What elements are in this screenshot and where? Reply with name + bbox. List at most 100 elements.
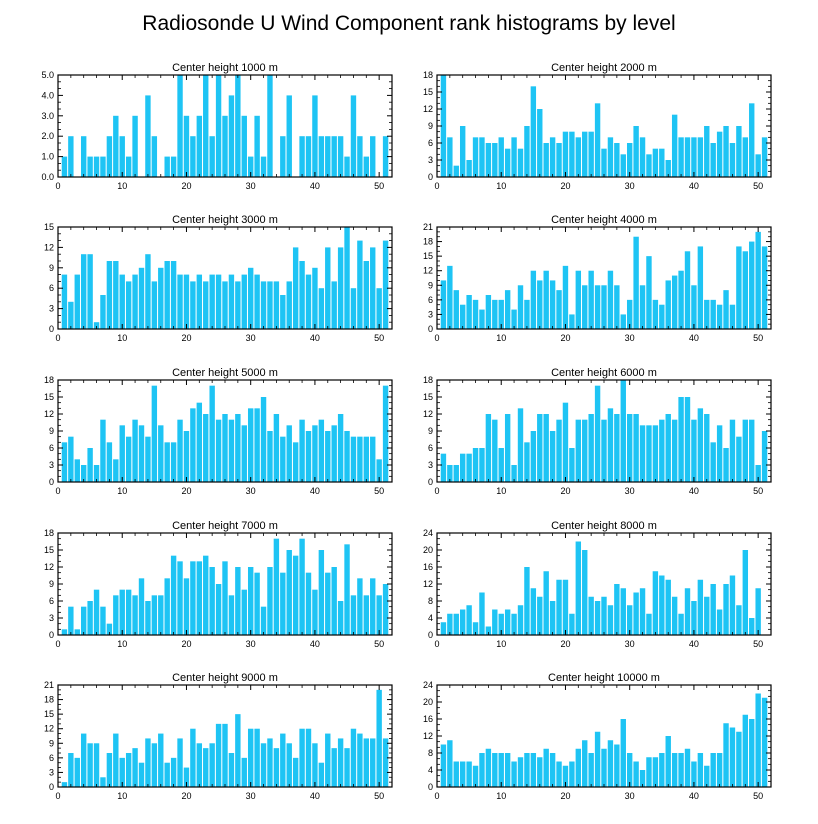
bar: [203, 748, 209, 787]
y-tick-label: 12: [423, 104, 433, 114]
bar: [125, 156, 132, 177]
bar: [357, 240, 363, 329]
y-tick-label: 9: [49, 426, 54, 436]
x-tick-label: 20: [560, 181, 570, 191]
bar: [549, 280, 556, 329]
bar: [363, 738, 370, 787]
y-tick-label: 15: [423, 87, 433, 97]
bar: [524, 753, 530, 787]
bar: [260, 397, 267, 482]
bar: [588, 270, 594, 329]
x-tick-label: 40: [310, 486, 320, 496]
x-tick-label: 40: [310, 333, 320, 343]
bar: [350, 436, 357, 482]
bar: [106, 261, 113, 329]
bar: [601, 596, 607, 635]
bar: [363, 595, 370, 635]
bar: [498, 137, 504, 177]
bar: [755, 154, 761, 177]
y-tick-label: 0.0: [41, 172, 54, 182]
bar: [286, 425, 292, 482]
y-tick-label: 3.0: [41, 111, 54, 121]
y-tick-label: 18: [423, 237, 433, 247]
bar: [318, 136, 325, 177]
bar: [761, 246, 768, 329]
bar: [517, 757, 524, 787]
bar: [569, 761, 575, 787]
bar: [736, 246, 742, 329]
bar: [479, 137, 485, 177]
bar: [299, 136, 305, 177]
bar: [280, 733, 286, 787]
bar: [209, 274, 215, 329]
bar: [100, 295, 106, 329]
y-tick-label: 9: [49, 579, 54, 589]
y-tick-label: 3: [49, 613, 54, 623]
bar: [132, 595, 138, 635]
histogram-panel: Center height 1000 m 0.0 1.0 2.0 3.0 4.0 5.0 0 1…: [41, 62, 393, 191]
bar: [74, 459, 80, 482]
bar: [254, 274, 260, 329]
y-tick-label: 8: [428, 596, 433, 606]
bar: [697, 579, 704, 635]
bar: [235, 414, 241, 482]
bar: [652, 571, 659, 635]
bar: [158, 267, 164, 329]
bar: [472, 622, 479, 635]
bar: [517, 408, 524, 482]
bar: [723, 448, 729, 482]
bar: [164, 261, 170, 329]
bar: [671, 596, 678, 635]
bar: [665, 736, 671, 787]
y-tick-label: 4.0: [41, 90, 54, 100]
x-tick-label: 10: [117, 791, 127, 801]
y-tick-label: 9: [428, 121, 433, 131]
bar: [614, 744, 620, 787]
bar: [492, 419, 498, 482]
bar: [132, 419, 138, 482]
bar: [260, 156, 267, 177]
bar: [382, 240, 389, 329]
bar: [447, 613, 453, 635]
bar: [601, 748, 607, 787]
y-tick-label: 16: [423, 714, 433, 724]
bar: [749, 103, 755, 177]
bar: [607, 605, 614, 635]
x-tick-label: 50: [753, 486, 763, 496]
bar: [761, 137, 768, 177]
bar: [87, 743, 93, 787]
y-tick-label: 9: [49, 263, 54, 273]
bar: [504, 290, 511, 329]
bar: [113, 261, 119, 329]
y-tick-label: 12: [423, 731, 433, 741]
bar: [100, 156, 106, 177]
x-tick-label: 50: [753, 333, 763, 343]
bar: [344, 156, 350, 177]
bar: [254, 115, 260, 177]
bar: [286, 550, 292, 635]
bar: [145, 738, 151, 787]
bar: [697, 408, 704, 482]
y-tick-label: 0: [49, 477, 54, 487]
bar: [68, 606, 74, 635]
bar: [453, 613, 459, 635]
bar: [228, 95, 235, 177]
bar: [93, 743, 100, 787]
bar: [93, 465, 100, 482]
bar: [305, 431, 312, 482]
bar: [697, 246, 704, 329]
bar: [716, 425, 723, 482]
x-tick-label: 20: [560, 333, 570, 343]
y-tick-label: 3: [428, 155, 433, 165]
panel-title: Center height 8000 m: [551, 520, 657, 532]
x-tick-label: 40: [689, 639, 699, 649]
y-tick-label: 15: [44, 222, 54, 232]
bar: [93, 156, 100, 177]
histogram-panel: Center height 10000 m 0 4 8 12 16 20 24 0 10 20 30 4…: [423, 672, 772, 801]
bar: [749, 618, 755, 635]
x-tick-label: 20: [181, 486, 191, 496]
bar: [318, 762, 325, 787]
bar: [459, 761, 466, 787]
bar: [61, 274, 68, 329]
bar: [370, 247, 376, 329]
